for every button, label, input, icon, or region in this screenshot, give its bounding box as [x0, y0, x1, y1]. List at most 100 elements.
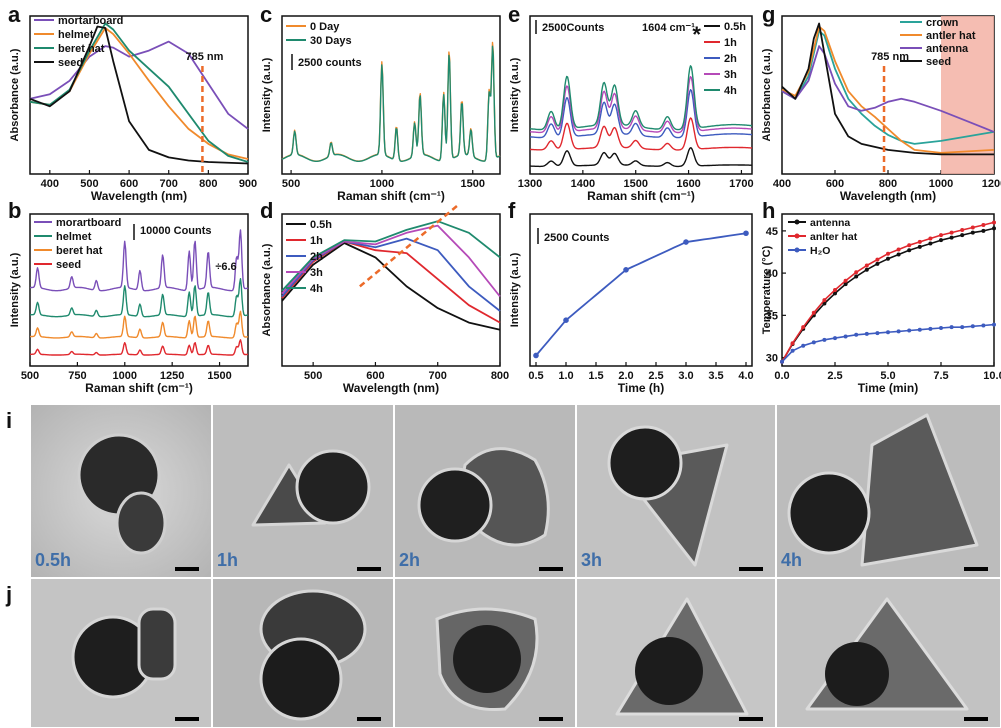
series-line-d: [281, 240, 501, 324]
x-tick-label-c: 500: [282, 178, 300, 190]
x-tick-label-e: 1400: [571, 178, 595, 190]
time-label: 3h: [581, 550, 603, 570]
particle-graphic: [213, 405, 393, 577]
divide-factor-label: ÷6.6: [215, 261, 236, 273]
data-point-h: [949, 235, 954, 240]
x-tick-label-h: 0.0: [774, 370, 789, 382]
scale-bar-label-f: 2500 Counts: [544, 232, 609, 244]
y-axis-label-b: Intensity (a.u.): [9, 252, 21, 327]
legend-label-e: 4h: [724, 85, 737, 97]
legend-label-g: seed: [926, 56, 951, 68]
x-tick-label-f: 2.5: [648, 370, 663, 382]
charts-svg: 400 500 600 700 800 900 Wavelength (nm) Absorba…: [9, 15, 1001, 395]
legend-label-b: seed: [56, 259, 81, 271]
data-point-h: [854, 332, 859, 337]
tem-image-j-2: [394, 578, 576, 728]
x-tick-label-d: 600: [366, 370, 384, 382]
data-point-h: [843, 282, 848, 287]
x-tick-label-b: 1250: [160, 370, 184, 382]
annotation-785nm: 785 nm: [185, 51, 223, 63]
data-point-h: [992, 322, 996, 327]
tem-image-j-0: [30, 578, 212, 728]
scale-bar: [175, 567, 199, 571]
tem-image-i-1: 1h: [212, 404, 394, 578]
y-tick-label-h: 40: [766, 268, 778, 280]
nir-shade-region: [941, 16, 994, 174]
spectrum-line-e: [530, 147, 752, 168]
data-point-h: [864, 267, 869, 272]
x-tick-label-e: 1300: [518, 178, 542, 190]
x-axis-label-b: Raman shift (cm⁻¹): [85, 381, 193, 395]
time-label: 4h: [781, 550, 803, 570]
y-axis-label-c: Intensity (a.u.): [261, 57, 273, 132]
legend-label-e: 1h: [724, 37, 737, 49]
data-point-h: [907, 243, 912, 248]
series-line-f: [535, 232, 747, 357]
x-tick-label-h: 2.5: [827, 370, 842, 382]
legend-label-d: 4h: [310, 283, 323, 295]
data-point-h: [886, 251, 890, 256]
data-point-h: [854, 274, 859, 279]
data-point-h: [960, 228, 965, 233]
plot-frame-f: [529, 213, 753, 367]
legend-label-d: 3h: [310, 267, 323, 279]
legend-label-b: morartboard: [56, 217, 121, 229]
data-point-h: [822, 298, 827, 303]
tem-image-j-4: [776, 578, 1001, 728]
panel-label-e: e: [508, 2, 521, 27]
spectrum-line-c: [281, 45, 501, 163]
data-point-h: [917, 244, 922, 249]
spectrum-line-e: [529, 117, 752, 151]
legend-label-d: 0.5h: [310, 219, 332, 231]
x-tick-label-h: 7.5: [933, 370, 948, 382]
x-tick-label-b: 1500: [207, 370, 231, 382]
series-line-d: [281, 237, 501, 312]
x-tick-label-f: 4.0: [738, 370, 753, 382]
data-point-f: [533, 352, 539, 359]
x-axis-label-c: Raman shift (cm⁻¹): [337, 189, 445, 203]
y-tick-label-h: 45: [766, 226, 778, 238]
plot-frame-c: [281, 15, 501, 175]
data-point-h: [886, 256, 890, 261]
tem-image-j-3: [576, 578, 776, 728]
x-tick-label-h: 5.0: [880, 370, 895, 382]
y-axis-label-d: Absorbance (a.u.): [261, 243, 273, 336]
x-tick-label-g: 800: [879, 178, 897, 190]
data-point-h: [981, 222, 986, 227]
data-point-h: [970, 324, 975, 329]
panel-label-c: c: [260, 2, 273, 27]
data-point-h: [833, 291, 837, 296]
particle-graphic: [395, 579, 575, 727]
x-tick-label-e: 1600: [676, 178, 700, 190]
legend-label-d: 2h: [310, 251, 323, 263]
legend-label-g: antenna: [926, 43, 969, 55]
legend-label-e: 2h: [724, 53, 737, 65]
data-point-h: [960, 325, 965, 330]
data-point-h: [790, 341, 795, 346]
series-line-a: [29, 25, 249, 165]
series-line-d: [281, 220, 501, 292]
data-point-h: [875, 261, 880, 266]
data-point-h: [886, 330, 890, 335]
x-tick-label-g: 1000: [929, 178, 953, 190]
legend-label-h: antenna: [810, 217, 850, 229]
legend-label-h: anlter hat: [810, 231, 858, 243]
data-point-h: [896, 247, 901, 252]
y-axis-label-f: Intensity (a.u.): [509, 252, 521, 327]
scale-bar: [739, 717, 763, 721]
spectrum-line-e: [529, 65, 753, 131]
data-point-h: [780, 359, 784, 364]
data-point-h: [833, 288, 837, 292]
particle-graphic: [31, 405, 211, 577]
scale-bar-label-b: 10000 Counts: [140, 225, 212, 237]
data-point-h: [917, 239, 922, 244]
data-point-h: [928, 241, 933, 246]
legend-marker-h: [794, 219, 800, 225]
time-label: 1h: [217, 550, 239, 570]
spectrum-line-b: [30, 310, 249, 339]
data-point-h: [970, 230, 975, 235]
spectrum-line-e: [530, 88, 752, 139]
plot-frame-b: [29, 213, 249, 367]
data-point-h: [875, 331, 880, 336]
panel-label-f: f: [508, 198, 516, 223]
